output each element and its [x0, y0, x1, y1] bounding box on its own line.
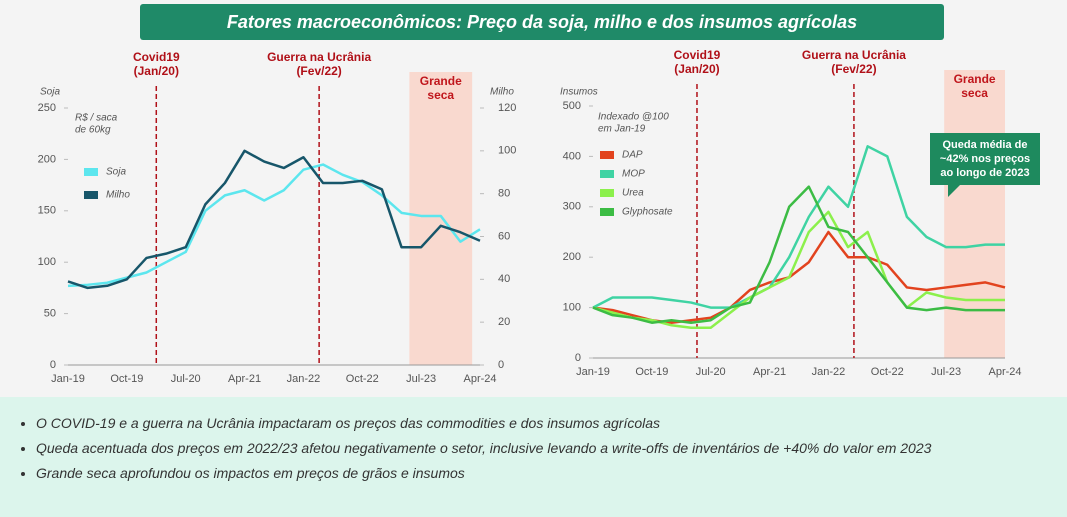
x-tick-label: Jan-19 — [576, 366, 610, 378]
x-tick-label: Jan-22 — [812, 366, 846, 378]
y-tick-label: 300 — [563, 201, 581, 213]
legend-label: MOP — [622, 169, 645, 180]
seca-band — [409, 72, 473, 365]
bullets: O COVID-19 e a guerra na Ucrânia impacta… — [0, 397, 1067, 517]
x-tick-label: Jul-23 — [406, 373, 436, 385]
y-tick-label: 200 — [38, 153, 56, 165]
subtitle: Indexado @100 — [598, 112, 669, 123]
bullet: Grande seca aprofundou os impactos em pr… — [36, 465, 1067, 481]
x-tick-label: Jan-22 — [287, 373, 321, 385]
y2-tick-label: 80 — [498, 188, 510, 200]
legend-swatch — [600, 208, 614, 216]
y2-tick-label: 20 — [498, 316, 510, 328]
event-label: (Fev/22) — [831, 62, 876, 76]
legend-swatch — [84, 191, 98, 199]
x-tick-label: Oct-22 — [871, 366, 904, 378]
x-tick-label: Apr-24 — [463, 373, 496, 385]
y2-tick-label: 40 — [498, 273, 510, 285]
y-tick-label: 0 — [50, 359, 56, 371]
subtitle: em Jan-19 — [598, 124, 646, 135]
y-tick-label: 400 — [563, 150, 581, 162]
x-tick-label: Apr-21 — [228, 373, 261, 385]
y-axis-name: Insumos — [560, 87, 598, 98]
title-banner: Fatores macroeconômicos: Preço da soja, … — [140, 4, 944, 40]
callout-text: ao longo de 2023 — [940, 167, 1029, 179]
x-tick-label: Oct-19 — [635, 366, 668, 378]
callout-text: ~42% nos preços — [940, 153, 1030, 165]
band-label: Grande — [420, 74, 462, 88]
x-tick-label: Jul-20 — [696, 366, 726, 378]
y-axis-name: Soja — [40, 87, 60, 98]
x-tick-label: Jan-19 — [51, 373, 85, 385]
callout-box — [930, 133, 1040, 197]
event-label: (Fev/22) — [296, 64, 341, 78]
y2-tick-label: 60 — [498, 230, 510, 242]
y2-tick-label: 0 — [498, 359, 504, 371]
x-tick-label: Jul-20 — [171, 373, 201, 385]
bullet: Queda acentuada dos preços em 2022/23 af… — [36, 440, 1067, 456]
subtitle: R$ / saca — [75, 113, 118, 124]
y-tick-label: 150 — [38, 205, 56, 217]
series-line — [67, 149, 481, 290]
event-label: Covid19 — [674, 48, 721, 62]
event-label: Guerra na Ucrânia — [802, 48, 906, 62]
series-line — [592, 185, 1005, 324]
legend-label: Milho — [106, 190, 130, 201]
y-tick-label: 200 — [563, 251, 581, 263]
x-tick-label: Oct-22 — [346, 373, 379, 385]
event-label: (Jan/20) — [674, 62, 719, 76]
x-tick-label: Apr-21 — [753, 366, 786, 378]
series-line — [592, 145, 1005, 309]
legend-swatch — [600, 170, 614, 178]
charts: Grandeseca050100150200250020406080100120… — [38, 48, 1040, 385]
x-tick-label: Jul-23 — [931, 366, 961, 378]
y2-axis-name: Milho — [490, 87, 514, 98]
legend-label: Urea — [622, 188, 644, 199]
y-tick-label: 250 — [38, 102, 56, 114]
y-tick-label: 100 — [38, 256, 56, 268]
legend-label: Soja — [106, 167, 126, 178]
band-label: seca — [427, 88, 454, 102]
legend-label: Glyphosate — [622, 207, 673, 218]
event-label: (Jan/20) — [134, 64, 179, 78]
x-tick-label: Oct-19 — [110, 373, 143, 385]
legend-swatch — [600, 151, 614, 159]
legend-label: DAP — [622, 150, 643, 161]
bullet: O COVID-19 e a guerra na Ucrânia impacta… — [36, 415, 1067, 431]
y2-tick-label: 120 — [498, 102, 516, 114]
y-tick-label: 500 — [563, 100, 581, 112]
callout-text: Queda média de — [943, 139, 1028, 151]
event-label: Guerra na Ucrânia — [267, 50, 371, 64]
x-tick-label: Apr-24 — [988, 366, 1021, 378]
y-tick-label: 100 — [563, 302, 581, 314]
y2-tick-label: 100 — [498, 145, 516, 157]
seca-band — [944, 70, 1005, 358]
legend-swatch — [600, 189, 614, 197]
series-line — [67, 163, 481, 288]
subtitle: de 60kg — [75, 125, 111, 136]
event-label: Covid19 — [133, 50, 180, 64]
y-tick-label: 0 — [575, 352, 581, 364]
band-label: seca — [961, 86, 988, 100]
legend-swatch — [84, 168, 98, 176]
band-label: Grande — [954, 72, 996, 86]
y-tick-label: 50 — [44, 308, 56, 320]
